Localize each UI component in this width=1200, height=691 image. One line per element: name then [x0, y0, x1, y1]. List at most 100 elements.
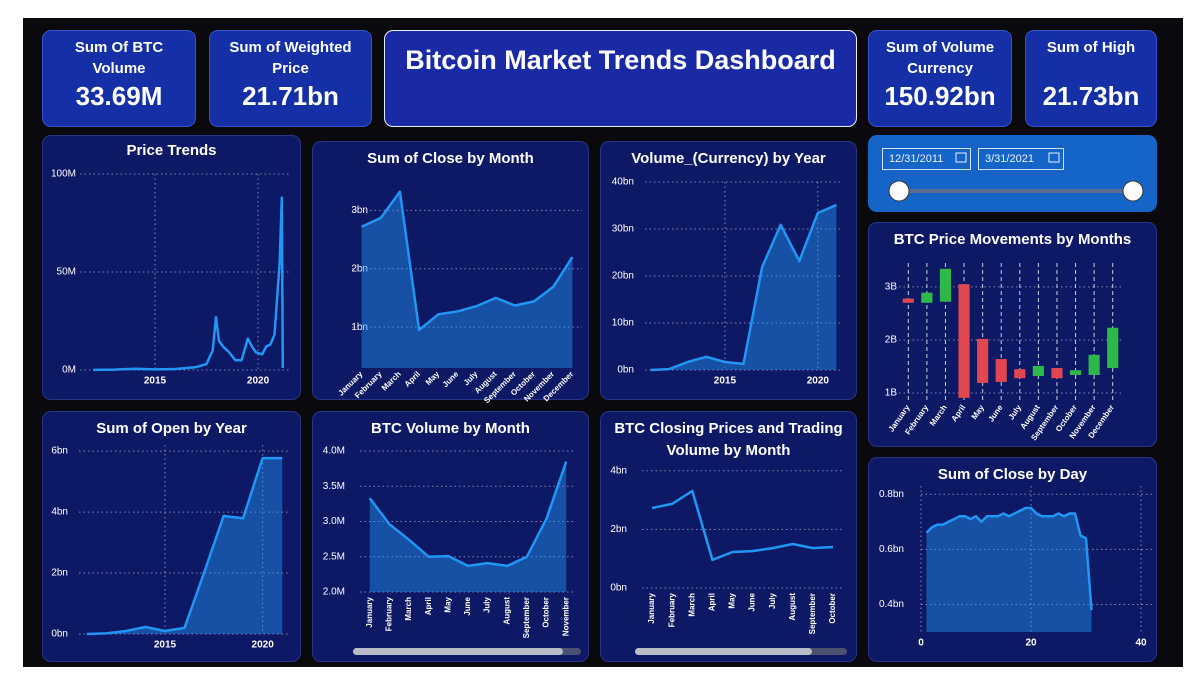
kpi-value: 21.73bn	[1042, 81, 1140, 111]
chart-panel: BTC Volume by Month	[312, 411, 589, 662]
x-tick-label: March	[928, 403, 949, 428]
chart-title: Sum of Close by Month	[367, 150, 534, 167]
chart-title: BTC Closing Prices and Trading Volume by…	[614, 420, 843, 459]
line	[93, 196, 285, 372]
chart-panel: Volume_(Currency) by Year	[600, 141, 857, 400]
y-tick-label: 2bn	[51, 568, 68, 579]
y-tick-label: 0bn	[617, 365, 634, 376]
kpi-label: Sum of Weighted Price	[229, 39, 352, 77]
y-tick-label: 20bn	[612, 271, 634, 282]
x-tick-label: August	[502, 597, 511, 625]
y-tick-label: 100M	[51, 169, 76, 180]
chart-title: BTC Volume by Month	[371, 420, 530, 437]
y-tick-label: 1bn	[351, 322, 368, 333]
y-tick-label: 0M	[62, 365, 76, 376]
x-tick-label: March	[404, 597, 413, 621]
candle-body	[977, 338, 989, 383]
x-tick-label: 2015	[144, 376, 167, 387]
x-tick-label: March	[380, 369, 403, 392]
area-line	[925, 506, 1093, 611]
x-tick-label: June	[986, 403, 1004, 424]
y-tick-label: 30bn	[612, 224, 634, 235]
y-tick-label: 2.5M	[323, 551, 345, 562]
kpi-card: Sum Of BTC Volume 33.69M	[42, 30, 196, 127]
y-tick-label: 3bn	[351, 205, 368, 216]
x-tick-label: February	[667, 592, 676, 627]
chart-panel: Sum of Close by Month	[312, 141, 589, 400]
x-tick-label: July	[768, 592, 777, 609]
chart-title: BTC Price Movements by Months	[893, 231, 1132, 248]
scrollbar-thumb[interactable]	[353, 648, 563, 655]
candle-body	[939, 268, 952, 302]
y-tick-label: 40bn	[612, 177, 634, 188]
y-tick-label: 4bn	[610, 465, 627, 476]
kpi-card: Sum of Volume Currency 150.92bn	[868, 30, 1012, 127]
x-tick-label: October	[828, 593, 837, 624]
y-tick-label: 1B	[885, 388, 898, 399]
x-tick-label: 2020	[807, 376, 830, 387]
kpi-value: 150.92bn	[884, 81, 996, 111]
y-tick-label: 2bn	[610, 524, 627, 535]
candle-body	[958, 284, 970, 398]
y-tick-label: 0.8bn	[879, 489, 904, 500]
candle-body	[1107, 327, 1119, 369]
x-tick-label: April	[424, 597, 433, 615]
chart-title: Sum of Open by Year	[96, 420, 247, 437]
y-tick-label: 0.6bn	[879, 544, 904, 555]
x-tick-label: 0	[918, 638, 924, 649]
chart-title: Price Trends	[126, 142, 217, 159]
x-tick-label: August	[788, 593, 797, 621]
x-tick-label: April	[707, 593, 716, 611]
x-tick-label: 2015	[154, 640, 177, 651]
y-tick-label: 2.0M	[323, 587, 345, 598]
x-tick-label: 2015	[714, 376, 737, 387]
candle-body	[995, 359, 1007, 382]
y-tick-label: 10bn	[612, 318, 634, 329]
area-fill	[650, 205, 837, 370]
date-slicer: 12/31/2011 3/31/2021	[868, 135, 1157, 212]
chart-panel: BTC Price Movements by Months	[868, 222, 1157, 447]
area-fill	[86, 458, 283, 634]
x-tick-label: October	[542, 597, 551, 628]
x-tick-label: 2020	[247, 376, 270, 387]
x-tick-label: May	[443, 596, 452, 612]
area-line	[86, 456, 283, 636]
candle-body	[921, 292, 933, 303]
y-tick-label: 3.0M	[323, 516, 345, 527]
x-tick-label: 2020	[252, 640, 275, 651]
start-date-input[interactable]: 12/31/2011	[882, 148, 971, 170]
x-tick-label: March	[687, 593, 696, 617]
chart-panel: Sum of Close by Day	[868, 457, 1157, 662]
candle-body	[1069, 370, 1082, 375]
scrollbar-thumb[interactable]	[635, 648, 812, 655]
x-tick-label: May	[424, 369, 442, 387]
x-tick-label: June	[441, 369, 461, 389]
candle-body	[1032, 365, 1044, 377]
x-tick-label: May	[728, 592, 737, 608]
kpi-label: Sum of Volume Currency	[885, 39, 995, 77]
dashboard-title: Bitcoin Market Trends Dashboard	[384, 30, 857, 127]
y-tick-label: 4.0M	[323, 446, 345, 457]
area-fill	[361, 191, 573, 368]
x-tick-label: June	[748, 592, 757, 611]
end-date: 3/31/2021	[985, 153, 1034, 165]
candle-body	[902, 298, 914, 303]
chart-title: Sum of Close by Day	[937, 466, 1088, 483]
line	[651, 489, 834, 562]
x-tick-label: April	[403, 370, 422, 389]
x-tick-label: June	[463, 596, 472, 615]
kpi-value: 21.71bn	[242, 81, 339, 111]
x-tick-label: July	[483, 596, 492, 613]
kpi-card: Sum of High 21.73bn	[1025, 30, 1157, 127]
candle-body	[1014, 369, 1026, 379]
x-tick-label: July	[1007, 403, 1024, 422]
y-tick-label: 0bn	[610, 583, 627, 594]
area-line	[650, 203, 837, 372]
kpi-label: Sum Of BTC Volume	[74, 39, 164, 77]
chart-panel: BTC Closing Prices and Trading Volume by…	[600, 411, 857, 662]
end-date-input[interactable]: 3/31/2021	[978, 148, 1064, 170]
kpi-value: 33.69M	[75, 81, 163, 111]
y-tick-label: 2bn	[351, 263, 368, 274]
